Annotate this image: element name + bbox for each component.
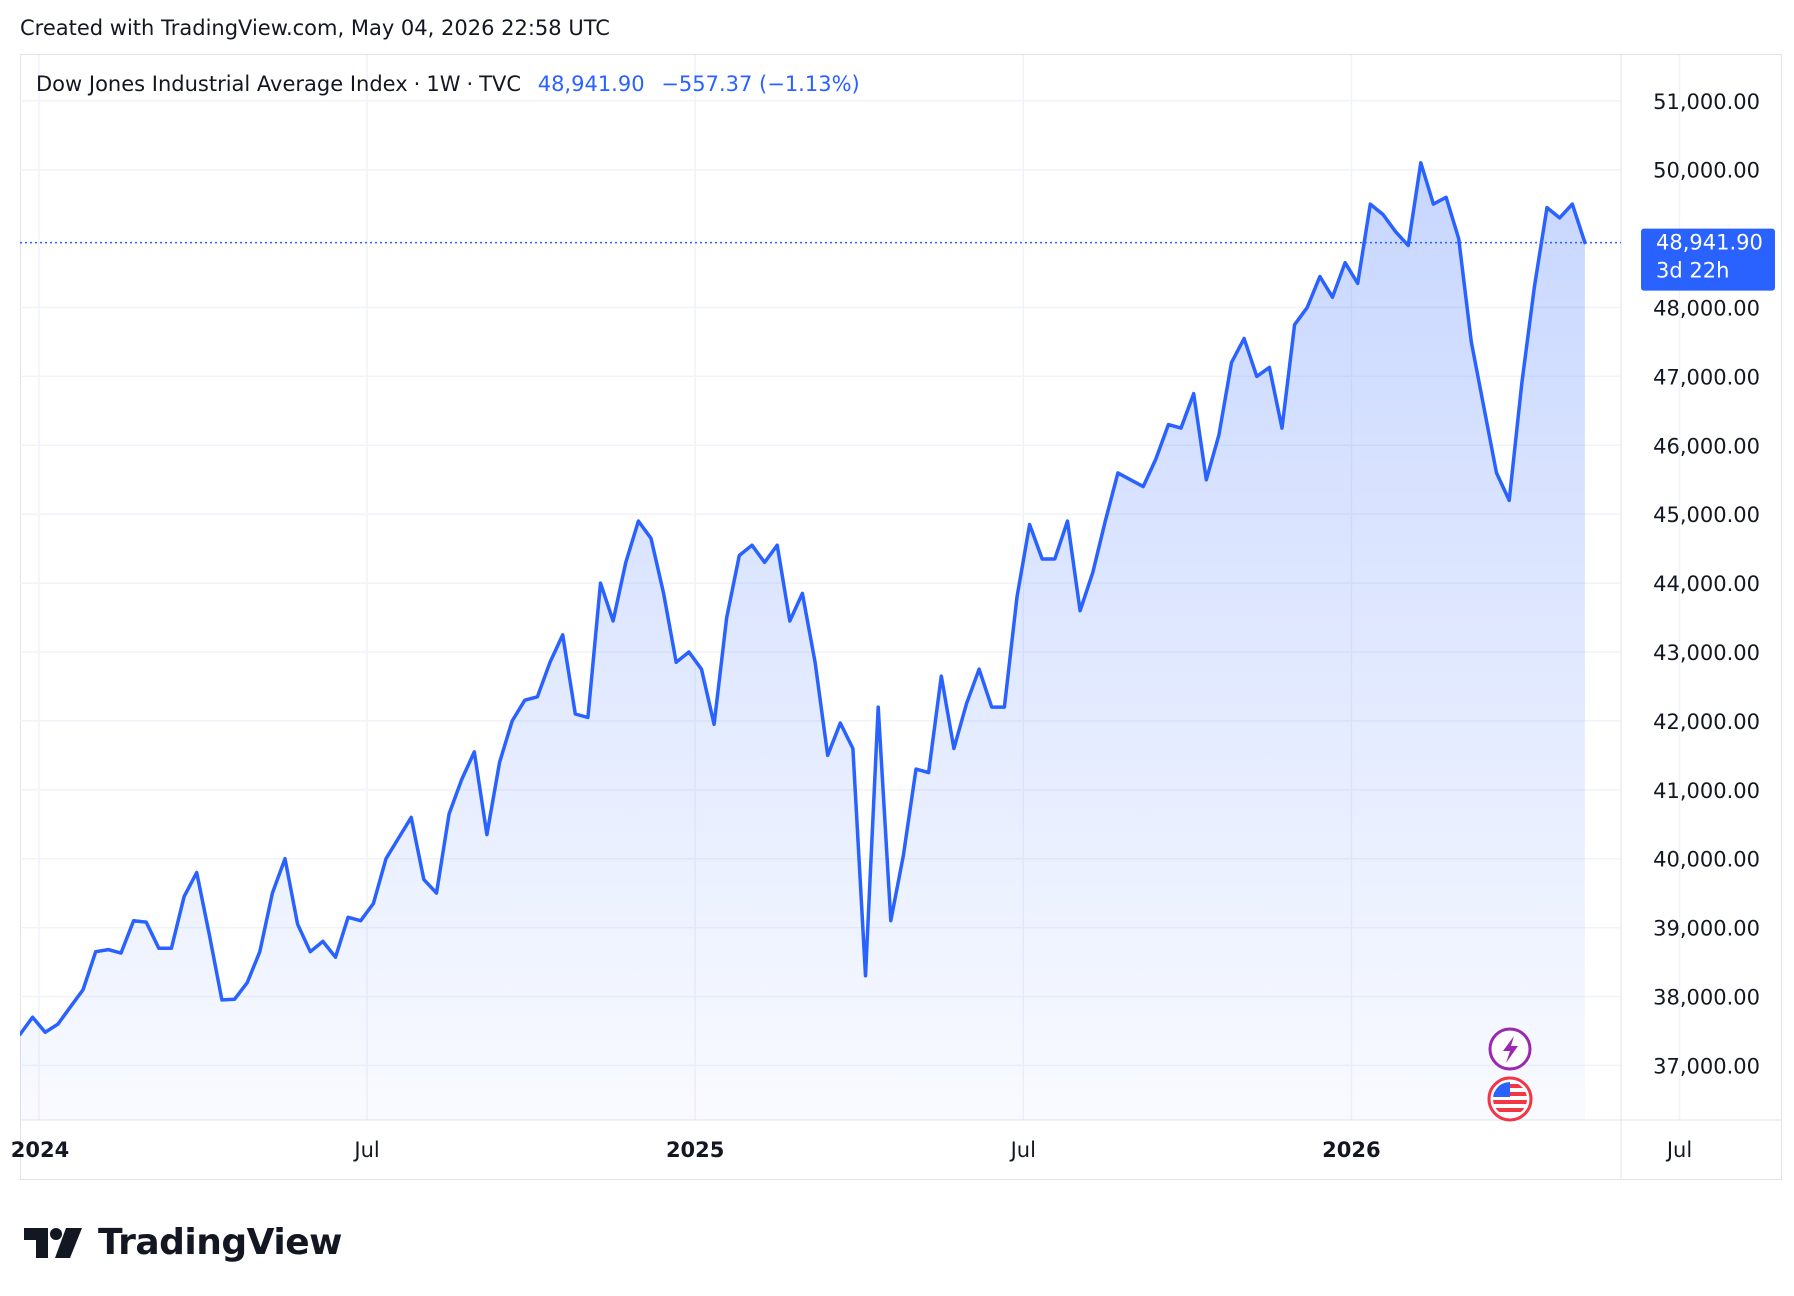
y-tick-label: 46,000.00: [1653, 434, 1760, 458]
us-flag-icon[interactable]: [1487, 1076, 1533, 1122]
y-tick-label: 51,000.00: [1653, 90, 1760, 114]
y-tick-label: 40,000.00: [1653, 848, 1760, 872]
y-tick-label: 38,000.00: [1653, 986, 1760, 1010]
x-tick-label: Jul: [1009, 1138, 1036, 1162]
legend-interval: 1W: [426, 72, 461, 96]
badge-countdown: 3d 22h: [1656, 259, 1729, 283]
legend-separator: ·: [413, 72, 421, 96]
series-line[interactable]: [20, 161, 1587, 1037]
legend-change: −557.37 (−1.13%): [661, 72, 860, 96]
chart-frame: [20, 54, 1782, 1180]
y-tick-label: 44,000.00: [1653, 572, 1760, 596]
x-tick-label: Jul: [352, 1138, 379, 1162]
y-tick-label: 50,000.00: [1653, 159, 1760, 183]
tradingview-logo[interactable]: TradingView: [24, 1222, 342, 1263]
y-tick-label: 39,000.00: [1653, 917, 1760, 941]
y-tick-label: 45,000.00: [1653, 503, 1760, 527]
tradingview-logo-icon: [24, 1227, 82, 1258]
legend-price: 48,941.90: [537, 72, 645, 96]
area-fill: [20, 162, 1585, 1120]
y-tick-label: 42,000.00: [1653, 710, 1760, 734]
x-tick-label: 2024: [11, 1138, 69, 1162]
y-tick-label: 37,000.00: [1653, 1054, 1760, 1078]
y-tick-label: 43,000.00: [1653, 641, 1760, 665]
legend-exchange: TVC: [479, 72, 522, 96]
legend-symbol: Dow Jones Industrial Average Index: [36, 72, 408, 96]
lightning-icon[interactable]: [1488, 1027, 1532, 1071]
last-price-badge: 48,941.90 3d 22h: [1641, 228, 1775, 291]
tradingview-brand: TradingView: [98, 1222, 342, 1263]
legend-separator: ·: [466, 72, 474, 96]
chart-legend: Dow Jones Industrial Average Index · 1W · TV…: [36, 72, 860, 96]
x-tick-label: Jul: [1665, 1138, 1692, 1162]
y-tick-label: 48,000.00: [1653, 297, 1760, 321]
badge-price: 48,941.90: [1656, 231, 1763, 255]
x-tick-label: 2026: [1322, 1138, 1380, 1162]
y-tick-label: 47,000.00: [1653, 365, 1760, 389]
y-tick-label: 41,000.00: [1653, 779, 1760, 803]
y-axis: 51,000.00 50,000.00 48,000.00 47,000.00 46,0…: [1653, 90, 1760, 1079]
x-axis: 2024 Jul 2025 Jul 2026 Jul: [11, 1138, 1692, 1162]
x-tick-label: 2025: [666, 1138, 724, 1162]
created-with-caption: Created with TradingView.com, May 04, 20…: [20, 16, 610, 40]
